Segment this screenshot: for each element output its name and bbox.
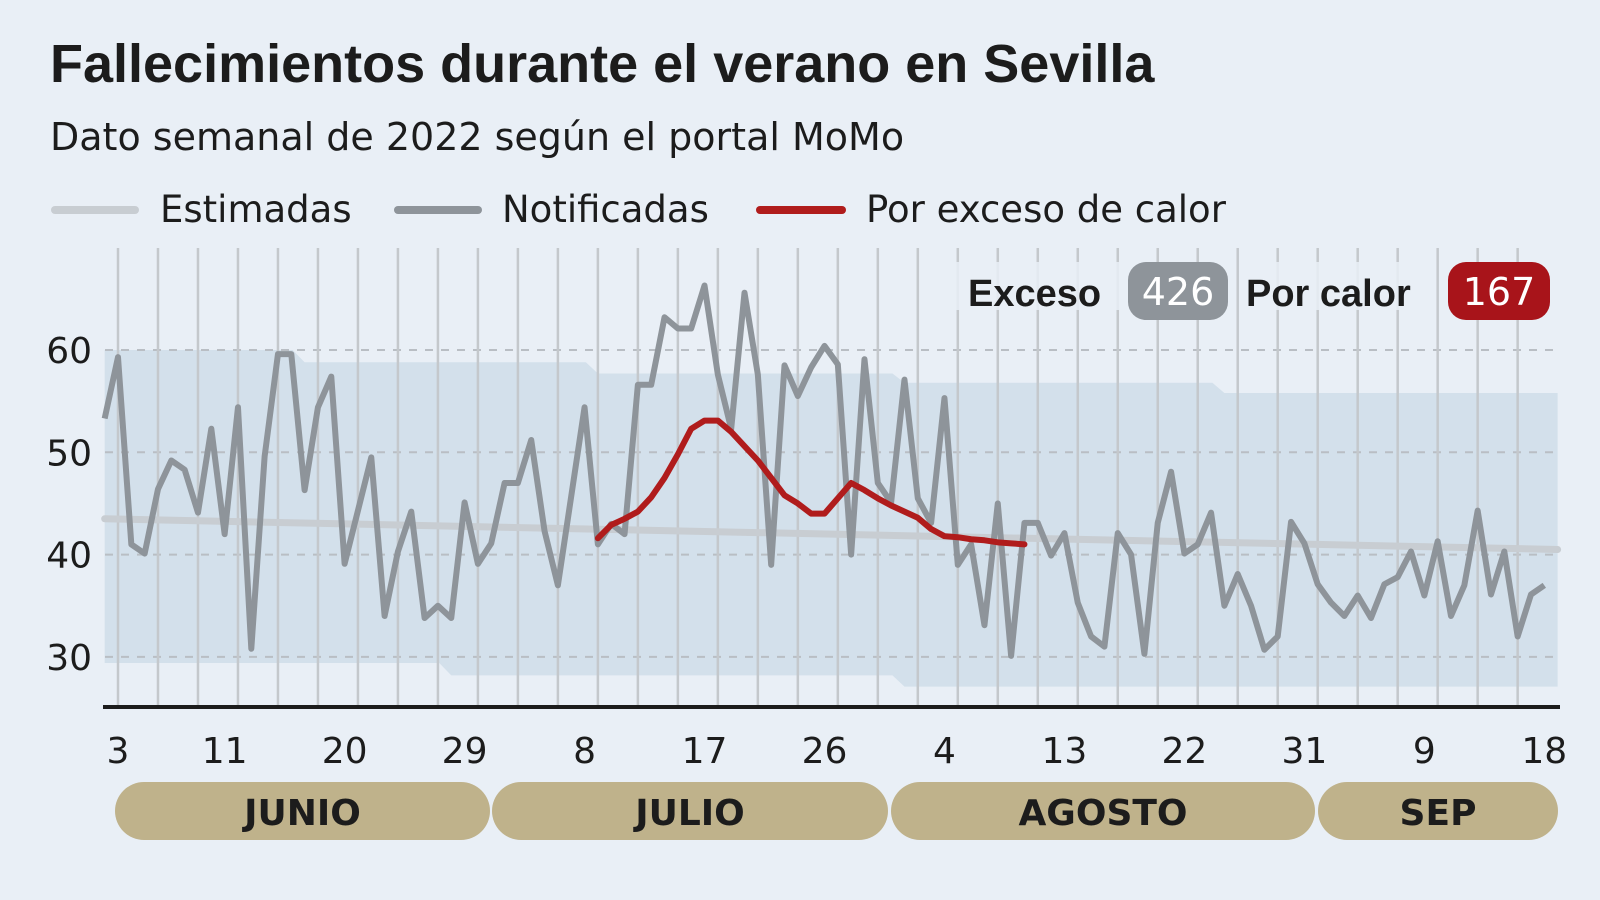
legend-label-estimadas: Estimadas: [160, 188, 352, 231]
x-tick-label: 18: [1521, 731, 1567, 772]
x-tick-label: 22: [1161, 731, 1207, 772]
vertical-gridlines: [116, 248, 1519, 707]
series-por-exceso-de-calor: [594, 417, 1028, 548]
x-tick-label: 3: [107, 731, 130, 772]
exceso-label: Exceso: [968, 273, 1101, 315]
exceso-badge: [1128, 262, 1228, 320]
x-tick-labels: 3 11 20 29 8 17 26 4 13 22 31 9 18: [107, 731, 1568, 772]
month-pills: JUNIO JULIO AGOSTO SEP: [115, 782, 1558, 840]
chart-title: Fallecimientos durante el verano en Sevi…: [50, 34, 1155, 94]
y-tick-labels: 30 40 50 60: [46, 331, 92, 679]
x-tick-label: 4: [933, 731, 956, 772]
month-pill: [115, 782, 490, 840]
month-label: SEP: [1400, 793, 1477, 834]
calor-backdrop: [1240, 262, 1430, 310]
x-tick-label: 26: [802, 731, 848, 772]
y-tick-label: 40: [46, 536, 92, 577]
month-pill: [891, 782, 1315, 840]
x-tick-label: 11: [202, 731, 248, 772]
month-label: AGOSTO: [1018, 793, 1187, 834]
calor-badge: [1448, 262, 1550, 320]
y-tick-label: 30: [46, 638, 92, 679]
x-tick-label: 17: [682, 731, 728, 772]
x-tick-label: 8: [573, 731, 596, 772]
legend-label-notificadas: Notificadas: [502, 188, 709, 231]
summary-backdrop: [950, 262, 1125, 310]
calor-value: 167: [1463, 270, 1536, 314]
month-label: JUNIO: [241, 793, 361, 834]
month-pill: [492, 782, 888, 840]
month-label: JULIO: [632, 793, 745, 834]
band-area: [104, 350, 1558, 687]
month-pill: [1318, 782, 1558, 840]
calor-label: Por calor: [1246, 273, 1411, 315]
x-tick-label: 20: [322, 731, 368, 772]
x-tick-label: 29: [442, 731, 488, 772]
legend-label-calor: Por exceso de calor: [866, 188, 1227, 231]
chart-subtitle: Dato semanal de 2022 según el portal MoM…: [50, 115, 904, 159]
series-estimadas: [101, 515, 1562, 553]
y-tick-label: 50: [46, 433, 92, 474]
y-tick-label: 60: [46, 331, 92, 372]
x-tick-label: 31: [1281, 731, 1327, 772]
legend: Estimadas Notificadas Por exceso de calo…: [51, 188, 1227, 231]
summary-badges: Exceso 426 Por calor 167: [950, 262, 1550, 320]
exceso-value: 426: [1142, 270, 1215, 314]
series-layer: [101, 282, 1562, 659]
x-tick-label: 9: [1413, 731, 1436, 772]
x-tick-label: 13: [1042, 731, 1088, 772]
expected-range-band: [104, 350, 1558, 687]
series-notificadas: [101, 282, 1547, 659]
